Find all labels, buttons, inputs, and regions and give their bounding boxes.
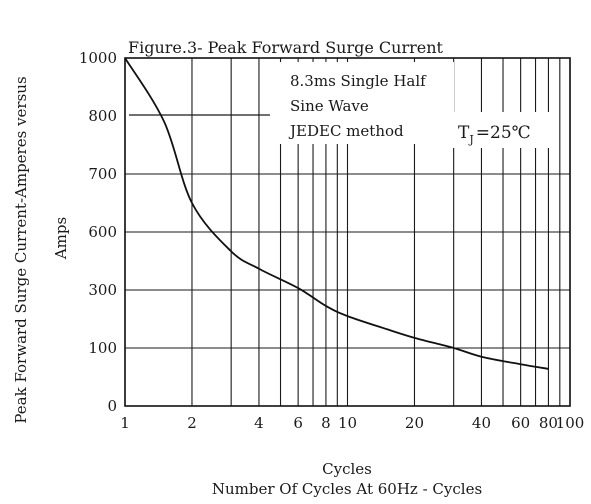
x-tick-label: 4 — [254, 414, 264, 432]
temperature-label: TJ =25℃ — [458, 123, 531, 146]
x-tick-label: 100 — [556, 414, 585, 432]
x-tick-label: 60 — [511, 414, 530, 432]
y-tick-label: 0 — [107, 397, 117, 415]
y-tick-labels: 0 100 300 600 700 800 1000 — [79, 49, 117, 415]
x-tick-label: 80 — [539, 414, 558, 432]
y-tick-label: 300 — [88, 281, 117, 299]
x-tick-label: 8 — [321, 414, 331, 432]
x-tick-label: 1 — [120, 414, 130, 432]
y-tick-label: 800 — [88, 107, 117, 125]
x-tick-label: 20 — [405, 414, 424, 432]
y-tick-label: 1000 — [79, 49, 117, 67]
x-axis-label-line-2: Number Of Cycles At 60Hz - Cycles — [212, 480, 482, 498]
y-tick-label: 100 — [88, 339, 117, 357]
chart-title: Figure.3- Peak Forward Surge Current — [128, 38, 444, 57]
note-line-1: 8.3ms Single Half — [290, 72, 427, 90]
x-tick-label: 2 — [187, 414, 197, 432]
plot-frame — [124, 57, 571, 407]
surge-curve — [124, 57, 549, 370]
y-tick-label: 600 — [88, 223, 117, 241]
y-tick-label: 700 — [88, 165, 117, 183]
y-axis-label-line-1: Peak Forward Surge Current-Amperes versu… — [12, 76, 30, 423]
temperature-subscript: J — [468, 133, 473, 146]
temperature-symbol: T — [458, 123, 470, 143]
x-axis-label-line-1: Cycles — [322, 460, 372, 478]
x-tick-label: 40 — [472, 414, 491, 432]
x-tick-label: 6 — [293, 414, 303, 432]
temperature-background — [450, 112, 558, 148]
temperature-value: =25℃ — [476, 123, 531, 143]
note-line-3: JEDEC method — [288, 122, 404, 140]
note-line-2: Sine Wave — [290, 97, 369, 115]
y-axis-label-line-2: Amps — [52, 217, 70, 260]
note-background — [272, 62, 454, 144]
x-tick-label: 10 — [338, 414, 357, 432]
